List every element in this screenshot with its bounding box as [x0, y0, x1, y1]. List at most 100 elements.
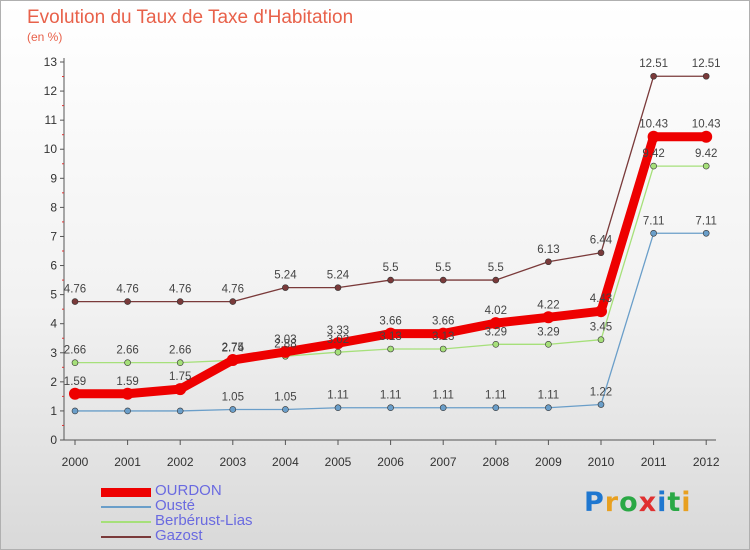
data-point	[229, 406, 237, 413]
y-tick-label: 4	[50, 317, 57, 331]
data-label: 5.24	[274, 270, 297, 282]
data-label: 4.76	[64, 284, 86, 296]
data-label: 9.42	[642, 148, 664, 160]
data-label: 3.13	[379, 331, 401, 343]
data-label: 1.59	[64, 376, 86, 388]
data-point	[650, 162, 657, 170]
data-point	[492, 341, 500, 348]
data-label: 4.22	[537, 299, 559, 311]
y-tick-label: 1	[50, 404, 57, 418]
data-label: 1.75	[169, 371, 191, 383]
data-point	[69, 387, 81, 400]
data-label: 3.45	[590, 322, 612, 334]
chart-title: Evolution du Taux de Taxe d'Habitation	[27, 7, 354, 28]
data-label: 3.29	[537, 326, 559, 338]
data-label: 4.02	[485, 305, 507, 317]
data-point	[650, 72, 657, 80]
data-point	[334, 404, 342, 412]
data-label: 3.02	[327, 334, 349, 346]
data-point	[702, 162, 710, 170]
data-label: 1.11	[327, 390, 349, 402]
logo-letter: x	[638, 487, 658, 518]
data-point	[702, 229, 710, 237]
logo-letter: i	[657, 487, 668, 518]
data-point	[597, 249, 605, 257]
y-tick-label: 8	[50, 200, 57, 214]
data-point	[124, 407, 131, 415]
data-label: 2.66	[64, 345, 86, 357]
y-tick-label: 7	[50, 229, 57, 243]
data-point	[647, 130, 660, 143]
logo-letter: P	[584, 487, 605, 518]
data-label: 1.11	[432, 390, 454, 402]
data-point	[282, 284, 289, 291]
x-tick-label: 2007	[430, 455, 457, 469]
legend-swatch	[101, 521, 151, 523]
logo-letter: o	[619, 487, 639, 518]
data-label: 1.59	[116, 376, 138, 388]
data-label: 2.75	[222, 342, 244, 354]
x-tick-label: 2003	[219, 455, 246, 469]
data-point	[545, 404, 552, 412]
legend-label: Gazost	[155, 527, 203, 544]
data-label: 3.33	[327, 325, 349, 337]
x-tick-label: 2006	[377, 455, 404, 469]
data-label: 10.43	[692, 119, 721, 131]
data-point	[71, 298, 79, 305]
data-label: 7.11	[643, 215, 665, 227]
y-tick-label: 0	[50, 433, 57, 447]
data-point	[387, 345, 394, 353]
data-point	[702, 72, 710, 80]
x-tick-label: 2004	[272, 455, 299, 469]
data-labels: 4.76 4.76 4.76 4.76 5.24 5.24 5.5 5.5 5.5 6.13 6.4…	[64, 58, 721, 403]
data-point	[124, 359, 131, 366]
x-tick-label: 2005	[325, 455, 352, 469]
data-point	[176, 359, 184, 366]
data-label: 2.88	[274, 338, 296, 350]
data-point	[492, 276, 500, 284]
legend-label: OURDON	[155, 482, 222, 499]
x-tick-label: 2012	[693, 455, 720, 469]
data-label: 5.5	[435, 262, 451, 274]
proxiti-logo: Proxiti	[584, 487, 692, 518]
y-tick-label: 11	[45, 113, 58, 127]
data-label: 1.11	[380, 390, 402, 402]
data-label: 12.51	[639, 58, 668, 70]
data-label: 6.44	[590, 235, 613, 247]
data-label: 3.66	[379, 316, 401, 328]
data-point	[384, 327, 397, 340]
data-label: 5.5	[488, 262, 504, 274]
data-point	[121, 387, 134, 400]
data-label: 2.66	[116, 345, 138, 357]
y-tick-label: 6	[50, 259, 57, 273]
data-point	[437, 327, 450, 340]
data-point	[439, 276, 447, 284]
data-point	[387, 276, 394, 284]
y-tick-label: 10	[44, 142, 58, 156]
data-point	[492, 404, 500, 412]
y-tick-label: 5	[50, 288, 57, 302]
logo-letter: t	[667, 487, 682, 518]
legend-label: Berbérust-Lias	[155, 512, 253, 529]
data-label: 12.51	[692, 58, 721, 70]
logo-letter: i	[681, 487, 692, 518]
legend-label: Ousté	[155, 497, 196, 514]
x-tick-label: 2001	[114, 455, 141, 469]
legend-swatch	[101, 487, 151, 497]
data-point	[332, 337, 344, 350]
data-label: 5.5	[383, 262, 399, 274]
y-tick-label: 9	[50, 171, 57, 185]
x-tick-label: 2009	[535, 455, 562, 469]
data-point	[282, 406, 289, 413]
data-point	[71, 407, 79, 415]
series-lines	[69, 72, 713, 415]
x-tick-label: 2010	[588, 455, 615, 469]
data-label: 10.43	[639, 119, 668, 131]
y-tick-label: 2	[50, 375, 57, 389]
data-point	[700, 130, 713, 143]
legend-swatch	[101, 506, 151, 508]
data-label: 1.11	[538, 390, 560, 402]
